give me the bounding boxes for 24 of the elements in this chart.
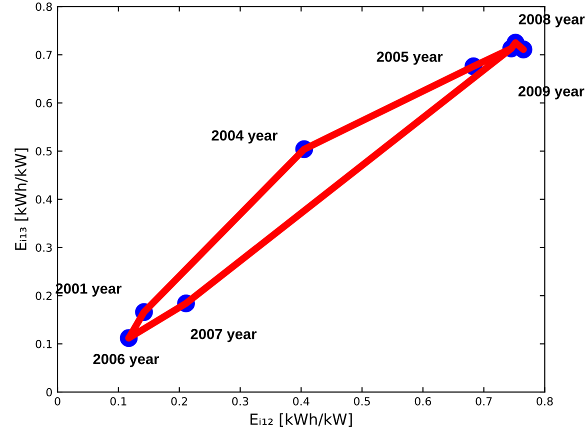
y-tick-label: 0.7 — [36, 50, 52, 60]
y-tick-label: 0.1 — [36, 340, 52, 348]
annotation: 2005 year — [376, 52, 443, 65]
x-tick-label: 0 — [54, 397, 60, 406]
x-tick-label: 0.4 — [293, 397, 310, 406]
y-tick-label: 0.2 — [36, 292, 52, 300]
y-tick-label: 0.4 — [36, 195, 52, 204]
x-tick-label: 0.1 — [110, 397, 126, 406]
annotation: 2004 year — [212, 130, 278, 144]
x-tick-label: 0.3 — [232, 397, 248, 406]
y-tick-label: 0.5 — [36, 147, 52, 156]
x-tick-label: 0.6 — [414, 397, 432, 406]
x-tick-label: 0.2 — [171, 397, 188, 406]
y-axis-title: Eᵢ₁₃ [kWh/kW] — [14, 148, 28, 250]
x-tick-label: 0.8 — [536, 397, 553, 406]
x-axis-title: Eᵢ₁₂ [kWh/kW] — [250, 413, 352, 427]
y-tick-label: 0.3 — [36, 243, 52, 252]
y-tick-label: 0.6 — [36, 98, 52, 108]
y-tick-label: 0.8 — [36, 2, 52, 11]
x-tick-label: 0.5 — [354, 397, 370, 406]
y-tick-label: 0 — [46, 388, 52, 396]
annotation: 2007 year — [190, 328, 257, 342]
annotation: 2006 year — [93, 354, 160, 368]
x-tick-label: 0.7 — [476, 397, 492, 406]
